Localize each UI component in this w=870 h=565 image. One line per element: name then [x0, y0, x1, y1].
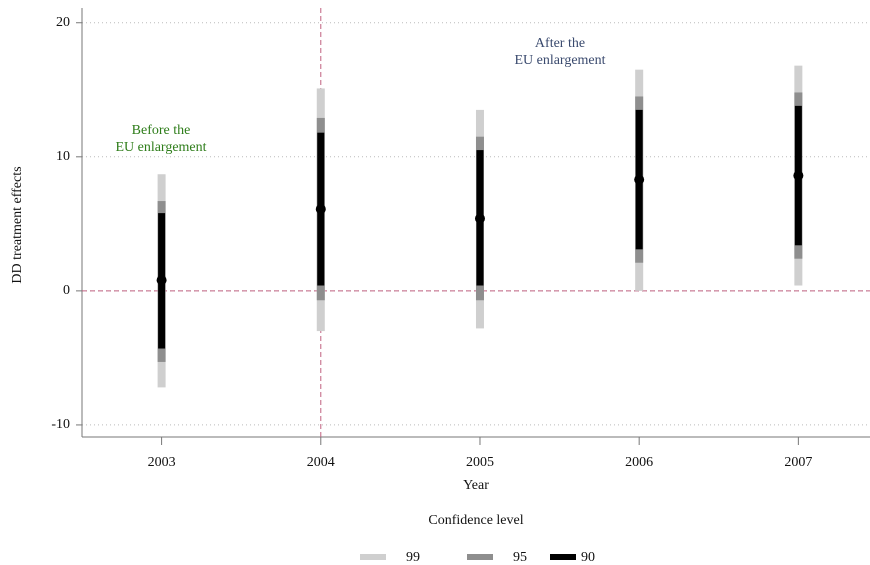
- y-tick-label: 0: [63, 283, 70, 298]
- legend-title: Confidence level: [428, 513, 523, 528]
- legend-swatch: [360, 554, 386, 560]
- y-axis-label: DD treatment effects: [10, 166, 25, 283]
- estimate-point: [634, 174, 645, 185]
- estimate-point: [156, 275, 167, 286]
- x-tick-label: 2004: [307, 455, 335, 470]
- y-tick-label: -10: [51, 417, 70, 432]
- annotation: EU enlargement: [514, 53, 605, 68]
- legend-label: 99: [406, 550, 420, 565]
- estimate-point: [793, 170, 804, 181]
- legend-swatch: [467, 554, 493, 560]
- x-tick-label: 2003: [148, 455, 176, 470]
- legend-label: 90: [581, 550, 595, 565]
- annotation: Before the: [132, 123, 191, 138]
- legend-swatch: [550, 554, 576, 560]
- x-tick-label: 2006: [625, 455, 653, 470]
- estimate-point: [315, 204, 326, 215]
- y-tick-label: 10: [56, 149, 70, 164]
- legend-label: 95: [513, 550, 527, 565]
- x-tick-label: 2005: [466, 455, 494, 470]
- annotation: After the: [535, 36, 585, 51]
- annotation: EU enlargement: [115, 140, 206, 155]
- x-tick-label: 2007: [784, 455, 812, 470]
- y-tick-label: 20: [56, 15, 70, 30]
- estimate-point: [474, 213, 485, 224]
- x-axis-label: Year: [463, 478, 489, 493]
